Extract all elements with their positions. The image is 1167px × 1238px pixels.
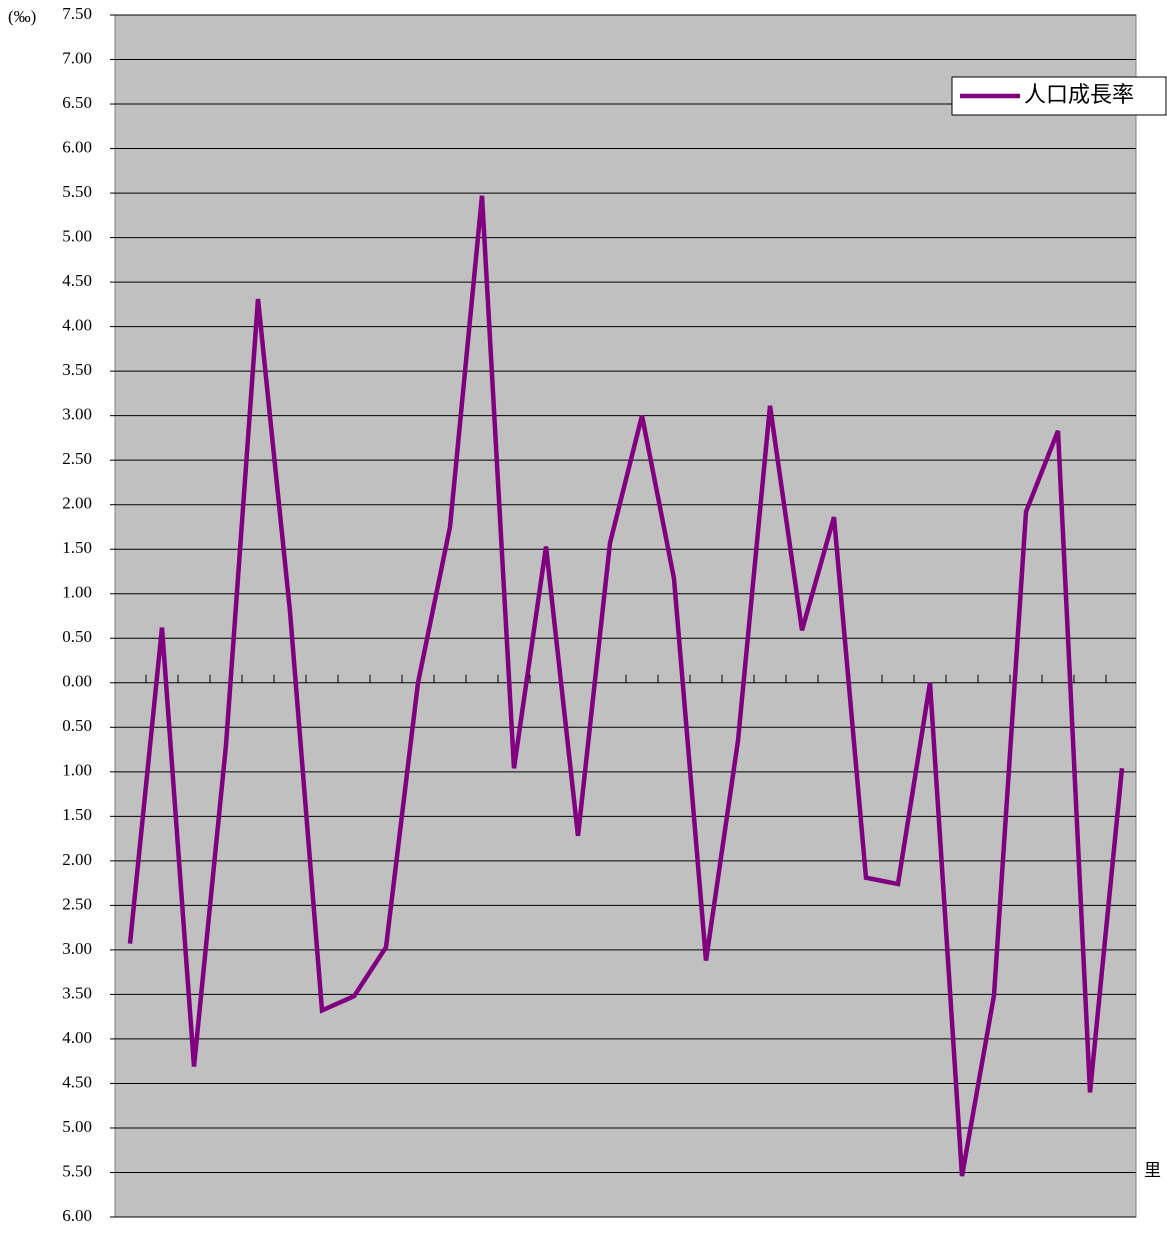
y-tick-label: 1.50: [62, 805, 92, 824]
y-tick-label: 1.00: [62, 583, 92, 602]
y-tick-label: 5.00: [62, 226, 92, 245]
y-tick-label: 2.00: [62, 850, 92, 869]
x-axis-label: 里: [1144, 1161, 1161, 1180]
y-tick-label: 0.00: [62, 672, 92, 691]
y-tick-label: 3.50: [62, 983, 92, 1002]
plot-area: [114, 14, 1137, 1218]
y-axis-label: (‰): [8, 7, 36, 26]
y-tick-label: 5.50: [62, 1161, 92, 1180]
y-tick-label: 2.00: [62, 494, 92, 513]
y-tick-label: 6.00: [62, 137, 92, 156]
y-tick-label: 3.00: [62, 405, 92, 424]
y-tick-label: 4.00: [62, 1028, 92, 1047]
y-tick-label: 0.50: [62, 716, 92, 735]
y-tick-label: 4.50: [62, 1072, 92, 1091]
legend-box: [951, 76, 1167, 116]
y-tick-label: 2.50: [62, 894, 92, 913]
y-tick-label: 5.00: [62, 1117, 92, 1136]
y-tick-label: 6.50: [62, 93, 92, 112]
y-tick-label: 7.00: [62, 48, 92, 67]
legend-label: 人口成長率: [1024, 82, 1134, 107]
y-tick-label: 7.50: [62, 4, 92, 23]
y-tick-label: 0.50: [62, 627, 92, 646]
y-tick-label: 2.50: [62, 449, 92, 468]
y-tick-label: 4.00: [62, 316, 92, 335]
y-tick-label: 1.00: [62, 761, 92, 780]
y-tick-label: 3.00: [62, 939, 92, 958]
y-tick-label: 3.50: [62, 360, 92, 379]
y-tick-label: 4.50: [62, 271, 92, 290]
y-tick-label: 5.50: [62, 182, 92, 201]
data-line: [127, 195, 1125, 1177]
y-tick-label: 1.50: [62, 538, 92, 557]
y-tick-label: 6.00: [62, 1206, 92, 1225]
